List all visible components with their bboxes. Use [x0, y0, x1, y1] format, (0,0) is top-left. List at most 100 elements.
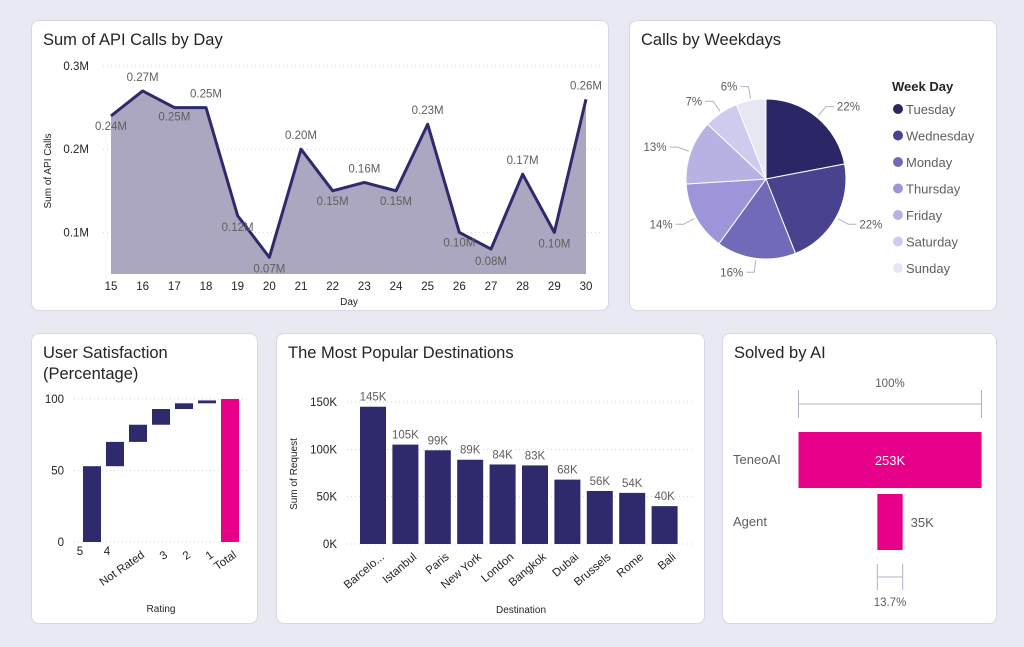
x-tick-label: 20 — [263, 281, 276, 293]
x-tick-label: 21 — [295, 281, 308, 293]
y-axis-title: Sum of API Calls — [43, 133, 54, 208]
waterfall-bar — [129, 424, 147, 442]
pie-value-label: 14% — [650, 219, 673, 231]
weekdays-pie-chart: 22% 22% 16% 14% 13% 7% 6% Week Day Tuesday Wednes… — [644, 79, 975, 279]
y-axis-title: Sum of Request — [289, 438, 300, 510]
x-axis-title: Rating — [147, 604, 176, 615]
weekdays-card: Calls by Weekdays 22% 22% 16% 14% 13% 7% 6% Wee… — [629, 20, 997, 311]
data-label: 0.27M — [127, 72, 159, 84]
funnel-top-percent: 100% — [875, 378, 904, 390]
y-tick-label: 0 — [58, 537, 64, 549]
x-axis-title: Destination — [496, 605, 546, 616]
x-tick-label: 16 — [136, 281, 149, 293]
x-tick-label: Paris — [424, 551, 452, 577]
api-calls-chart: 0.1M 0.2M 0.3M 15 16 17 18 19 20 21 22 23 24 25 26 27 28… — [43, 61, 602, 308]
x-tick-label: Barcelo... — [342, 551, 387, 591]
data-label: 0.20M — [285, 130, 317, 142]
x-tick-label: 22 — [326, 281, 339, 293]
pie-leader-line — [837, 218, 857, 225]
data-label: 0.26M — [570, 80, 602, 92]
y-tick-label: 50 — [51, 466, 64, 478]
data-label: 83K — [525, 450, 546, 462]
data-label: 0.10M — [443, 237, 475, 249]
x-tick-label: 2 — [181, 549, 193, 563]
legend-label: Thursday — [906, 182, 961, 197]
destination-bar — [554, 479, 581, 544]
legend-label: Wednesday — [906, 129, 975, 144]
pie-slice — [685, 178, 768, 245]
data-label: 145K — [360, 392, 387, 404]
y-tick-label: 100K — [310, 444, 337, 456]
area-fill — [111, 90, 586, 275]
pie-value-label: 13% — [644, 142, 667, 154]
funnel-data-label: 35K — [911, 515, 934, 530]
funnel-bar — [877, 494, 903, 550]
destinations-bar-chart: 0K 50K 100K 150K 145K Barcelo... 105K Istanbul 9… — [289, 392, 693, 616]
pie-leader-line — [817, 106, 834, 117]
x-tick-label: 24 — [390, 281, 403, 293]
destination-bar — [651, 506, 678, 544]
legend-marker — [893, 183, 903, 194]
data-label: 0.08M — [475, 256, 507, 268]
destinations-title: The Most Popular Destinations — [288, 344, 514, 362]
satisfaction-title-line2: (Percentage) — [43, 365, 139, 383]
x-tick-label: 28 — [516, 281, 529, 293]
satisfaction-title-line1: User Satisfaction — [43, 344, 168, 362]
destinations-card: The Most Popular Destinations 0K 50K 100K 1… — [276, 333, 705, 624]
y-tick-label: 100 — [45, 394, 64, 406]
data-label: 0.24M — [95, 121, 127, 133]
x-tick-label: Total — [212, 549, 239, 573]
legend-label: Friday — [906, 208, 943, 223]
data-label: 54K — [622, 478, 643, 490]
pie-leader-line — [705, 100, 721, 112]
waterfall-bar — [175, 403, 193, 410]
waterfall-bar — [83, 466, 101, 542]
data-label: 68K — [557, 465, 578, 477]
funnel-bottom-percent: 13.7% — [874, 597, 907, 609]
funnel-data-label: 253K — [875, 453, 906, 468]
solved-card: Solved by AI 100% TeneoAI 253K Agent 35K 13.7… — [722, 333, 997, 624]
pie-leader-line — [740, 86, 752, 99]
legend-marker — [893, 104, 903, 114]
x-tick-label: 25 — [421, 281, 434, 293]
pie-value-label: 7% — [686, 96, 703, 108]
legend-marker — [893, 263, 903, 273]
legend-label: Tuesday — [906, 102, 956, 117]
pie-slice — [765, 98, 846, 180]
x-tick-label: 18 — [200, 281, 213, 293]
weekdays-title: Calls by Weekdays — [641, 31, 782, 49]
x-tick-label: Bali — [656, 551, 678, 573]
pie-slice — [685, 123, 768, 185]
pie-leader-line — [675, 218, 695, 225]
y-tick-label: 50K — [317, 492, 338, 504]
y-tick-label: 0.3M — [63, 61, 89, 73]
x-tick-label: Istanbul — [381, 551, 420, 586]
data-label: 0.10M — [538, 238, 570, 250]
legend-marker — [893, 236, 903, 247]
destination-bar — [489, 464, 516, 544]
api-calls-title: Sum of API Calls by Day — [43, 31, 223, 49]
x-tick-label: 4 — [104, 546, 111, 558]
funnel-category-label: TeneoAI — [733, 452, 781, 467]
x-axis-title: Day — [340, 297, 358, 308]
x-tick-label: 26 — [453, 281, 466, 293]
pie-value-label: 6% — [721, 82, 738, 94]
legend-label: Monday — [906, 155, 953, 170]
data-label: 105K — [392, 430, 419, 442]
waterfall-bar — [198, 400, 216, 404]
y-tick-label: 0K — [323, 539, 337, 551]
data-label: 0.12M — [222, 222, 254, 234]
y-tick-label: 0.1M — [63, 227, 89, 239]
destination-bar — [457, 459, 484, 544]
legend-title: Week Day — [892, 79, 954, 94]
pie-leader-line — [746, 260, 757, 273]
legend-marker — [893, 130, 903, 141]
x-tick-label: 5 — [77, 546, 83, 558]
data-label: 0.25M — [158, 112, 190, 124]
legend-marker — [893, 210, 903, 220]
x-tick-label: 19 — [231, 281, 244, 293]
pie-value-label: 16% — [720, 267, 743, 279]
legend-label: Sunday — [906, 261, 951, 276]
waterfall-bar — [106, 441, 124, 467]
